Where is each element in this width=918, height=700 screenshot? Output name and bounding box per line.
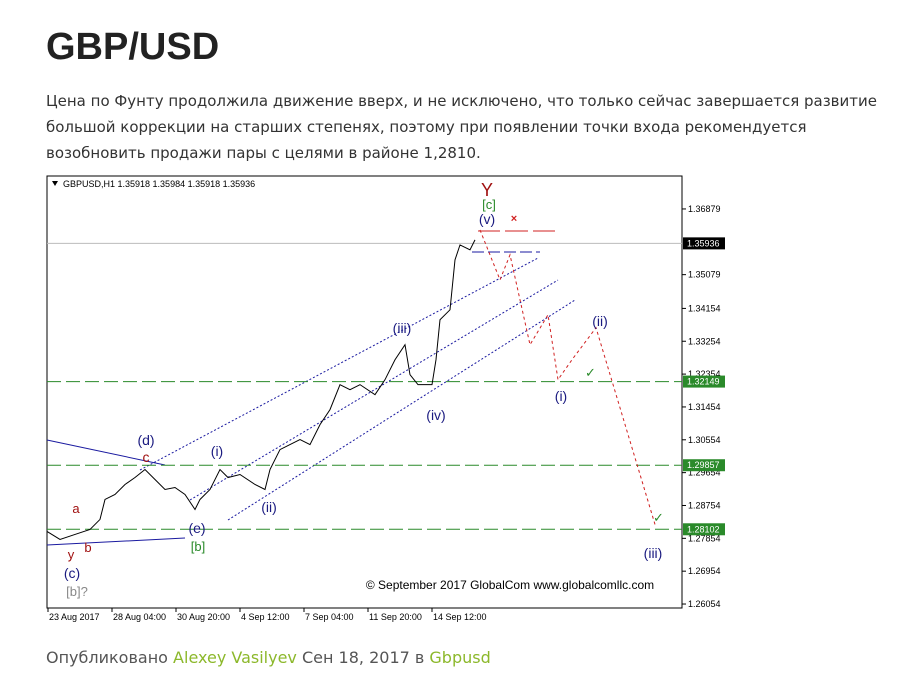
author-link[interactable]: Alexey Vasilyev [173,648,297,667]
wave-label: [b] [191,539,205,554]
wave-label: (iv) [426,407,445,423]
x-tick-label: 7 Sep 04:00 [305,612,354,622]
y-tick-label: 1.27854 [688,533,721,543]
wave-label: [b]? [66,584,88,599]
check-icon: ✓ [653,510,664,525]
trend-line [46,439,166,466]
wave-label: Y [481,180,493,200]
wave-label: [c] [482,197,496,212]
y-tick-label: 1.26054 [688,599,721,609]
x-tick-label: 30 Aug 20:00 [177,612,230,622]
y-tick-label: 1.36879 [688,204,721,214]
level-label-bg [683,375,725,388]
level-label-bg [683,237,725,250]
x-tick-label: 11 Sep 20:00 [369,612,422,622]
trend-line [46,537,186,546]
wave-label: y [68,547,75,562]
category-link[interactable]: Gbpusd [429,648,491,667]
chart-header: GBPUSD,H1 1.35918 1.35984 1.35918 1.3593… [63,179,255,189]
page-title: GBP/USD [46,26,220,68]
y-tick-label: 1.28754 [688,500,721,510]
wave-label: b [84,540,91,555]
y-tick-label: 1.29654 [688,468,721,478]
x-tick-label: 23 Aug 2017 [49,612,100,622]
level-label: 1.29857 [687,460,720,470]
check-icon: ✓ [585,365,596,380]
level-label-bg [683,459,725,472]
date: Сен 18, 2017 в [301,648,425,667]
wave-label: (v) [479,211,495,227]
channel-lines [139,257,576,521]
x-tick-label: 14 Sep 12:00 [433,612,487,622]
menu-triangle [52,181,58,186]
level-label-bg [683,523,725,536]
wave-label: (c) [64,565,80,581]
level-label: 1.32149 [687,377,720,387]
wave-label: (ii) [592,313,608,329]
y-tick-label: 1.26954 [688,566,721,576]
x-tick-label: 4 Sep 12:00 [241,612,290,622]
copyright: © September 2017 GlobalCom www.globalcom… [366,578,654,592]
published-label: Опубликовано [46,648,168,667]
wave-label: a [72,501,80,516]
y-tick-label: 1.35079 [688,270,721,280]
y-tick-label: 1.32354 [688,369,721,379]
wave-label: (d) [137,432,154,448]
wave-label: (i) [211,443,223,459]
cross-icon: × [511,213,517,225]
price-line [46,239,476,540]
wave-label: c [143,449,150,465]
forecast-line [479,229,656,525]
wave-label: (iii) [644,545,663,561]
wave-label: (e) [188,520,205,536]
y-tick-label: 1.30554 [688,435,721,445]
chart: GBPUSD,H1 1.35918 1.35984 1.35918 1.3593… [46,175,725,622]
wave-label: (iii) [393,320,412,336]
article-text: Цена по Фунту продолжила движение вверх,… [46,92,877,162]
post-meta: Опубликовано Alexey Vasilyev Сен 18, 201… [46,648,491,667]
y-tick-label: 1.34154 [688,303,721,313]
wave-label: (ii) [261,499,277,515]
y-tick-label: 1.31454 [688,402,721,412]
y-tick-label: 1.33254 [688,336,721,346]
x-tick-label: 28 Aug 04:00 [113,612,166,622]
plot-frame [46,175,683,609]
wave-label: (i) [555,388,567,404]
level-label: 1.35936 [687,238,720,248]
level-label: 1.28102 [687,524,720,534]
